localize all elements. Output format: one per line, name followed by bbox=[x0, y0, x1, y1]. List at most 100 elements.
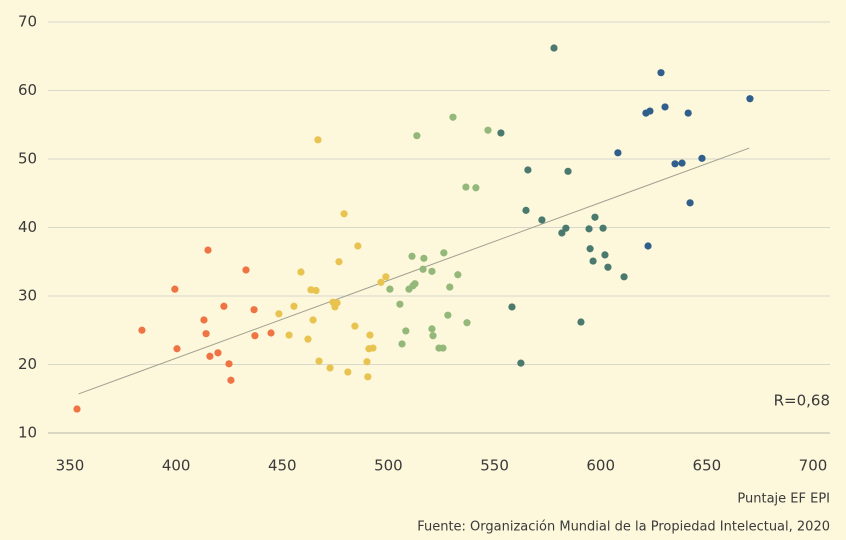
annotation: R=0,68 bbox=[774, 392, 830, 410]
y-tick-label: 40 bbox=[18, 218, 37, 236]
x-tick-label: 500 bbox=[374, 457, 403, 475]
point bbox=[620, 273, 628, 281]
point bbox=[644, 242, 652, 250]
point bbox=[250, 306, 258, 314]
point bbox=[497, 129, 505, 137]
point bbox=[340, 210, 348, 218]
point bbox=[309, 316, 317, 324]
point bbox=[411, 280, 419, 288]
x-tick-label: 600 bbox=[586, 457, 615, 475]
point bbox=[171, 285, 179, 293]
y-tick-label: 10 bbox=[18, 424, 37, 442]
point bbox=[657, 69, 665, 77]
point bbox=[402, 327, 410, 335]
point bbox=[586, 245, 594, 253]
point bbox=[550, 44, 558, 52]
point bbox=[614, 149, 622, 157]
point bbox=[684, 109, 692, 117]
point bbox=[267, 329, 275, 337]
point bbox=[661, 103, 669, 111]
point bbox=[439, 344, 447, 352]
point bbox=[408, 252, 416, 260]
point bbox=[377, 278, 385, 286]
point bbox=[449, 113, 457, 121]
point bbox=[522, 206, 530, 214]
point bbox=[206, 352, 214, 360]
point bbox=[508, 303, 516, 311]
point bbox=[589, 257, 597, 265]
point bbox=[428, 325, 436, 333]
point bbox=[382, 273, 390, 281]
point bbox=[517, 359, 525, 367]
x-tick-label: 650 bbox=[693, 457, 722, 475]
point bbox=[524, 166, 532, 174]
point bbox=[275, 310, 283, 318]
point bbox=[251, 332, 259, 340]
point bbox=[429, 332, 437, 340]
x-tick-label: 700 bbox=[799, 457, 828, 475]
x-tick-label: 550 bbox=[480, 457, 509, 475]
point bbox=[472, 184, 480, 192]
point bbox=[396, 300, 404, 308]
point bbox=[204, 246, 212, 254]
point bbox=[227, 376, 235, 384]
point bbox=[585, 225, 593, 233]
point bbox=[386, 285, 394, 293]
x-tick-label: 400 bbox=[162, 457, 191, 475]
point bbox=[428, 267, 436, 275]
y-tick-label: 70 bbox=[18, 13, 37, 31]
point bbox=[577, 318, 585, 326]
point bbox=[344, 368, 352, 376]
point bbox=[326, 364, 334, 372]
point bbox=[462, 183, 470, 191]
point bbox=[484, 126, 492, 134]
point bbox=[671, 160, 679, 168]
point bbox=[686, 199, 694, 207]
y-tick-label: 20 bbox=[18, 355, 37, 373]
point bbox=[564, 167, 572, 175]
point bbox=[413, 132, 421, 140]
point bbox=[297, 268, 305, 276]
point bbox=[420, 254, 428, 262]
point bbox=[698, 154, 706, 162]
point bbox=[366, 331, 374, 339]
point bbox=[220, 302, 228, 310]
point bbox=[200, 316, 208, 324]
trendline bbox=[78, 147, 750, 395]
y-tick-label: 30 bbox=[18, 287, 37, 305]
point bbox=[290, 302, 298, 310]
point bbox=[363, 358, 371, 366]
point bbox=[538, 216, 546, 224]
point bbox=[138, 326, 146, 334]
y-tick-label: 60 bbox=[18, 81, 37, 99]
point bbox=[364, 373, 372, 381]
source: Fuente: Organización Mundial de la Propi… bbox=[417, 520, 830, 535]
point bbox=[369, 344, 377, 352]
point bbox=[73, 405, 81, 413]
point bbox=[314, 136, 322, 144]
point bbox=[333, 299, 341, 307]
point bbox=[746, 95, 754, 103]
point bbox=[225, 360, 233, 368]
point bbox=[315, 357, 323, 365]
point bbox=[599, 224, 607, 232]
point bbox=[312, 286, 320, 295]
point bbox=[601, 251, 609, 259]
point bbox=[678, 159, 686, 167]
point bbox=[242, 266, 250, 274]
point bbox=[558, 229, 566, 237]
point bbox=[304, 335, 312, 343]
point bbox=[604, 263, 612, 271]
point bbox=[463, 319, 471, 327]
point bbox=[419, 265, 427, 273]
point bbox=[354, 242, 362, 250]
point bbox=[591, 213, 599, 221]
point bbox=[202, 330, 210, 338]
point bbox=[562, 224, 570, 232]
point bbox=[214, 349, 222, 357]
x-tick-label: 450 bbox=[268, 457, 297, 475]
y-tick-label: 50 bbox=[18, 150, 37, 168]
point bbox=[173, 345, 181, 353]
point bbox=[646, 107, 654, 115]
